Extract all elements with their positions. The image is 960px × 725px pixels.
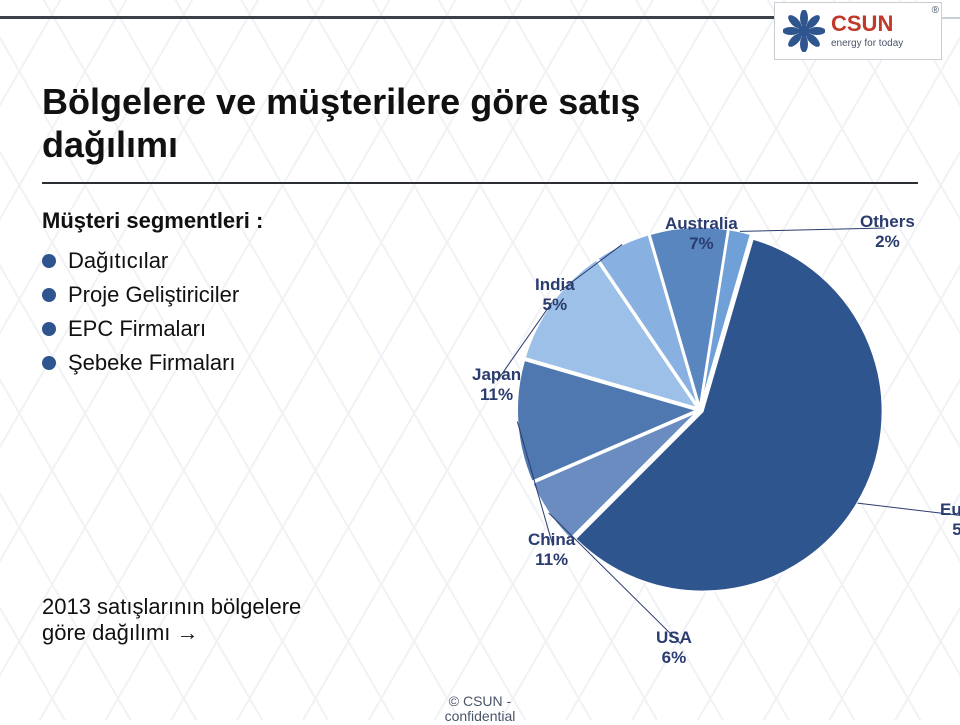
- segments-list: Dağıtıcılar Proje Geliştiriciler EPC Fir…: [42, 248, 402, 376]
- bottom-caption: 2013 satışlarının bölgelere göre dağılım…: [42, 594, 301, 646]
- segments-block: Müşteri segmentleri : Dağıtıcılar Proje …: [42, 208, 402, 384]
- brand-tagline: energy for today: [831, 39, 903, 49]
- registered-mark: ®: [932, 5, 939, 16]
- caption-line-2: göre dağılımı →: [42, 620, 199, 645]
- segment-label: Şebeke Firmaları: [68, 350, 236, 376]
- segment-label: Proje Geliştiriciler: [68, 282, 239, 308]
- title-line-1: Bölgelere ve müşterilere göre satış: [42, 81, 640, 122]
- brand-name: CSUN: [831, 13, 903, 35]
- pie-label-others: Others2%: [860, 212, 915, 251]
- segment-label: EPC Firmaları: [68, 316, 206, 342]
- footer-text: © CSUN -confidential: [445, 694, 516, 725]
- sun-icon: [783, 10, 825, 52]
- segment-item: EPC Firmaları: [42, 316, 402, 342]
- pie-label-usa: USA6%: [656, 628, 692, 667]
- caption-line-1: 2013 satışlarının bölgelere: [42, 594, 301, 619]
- pie-label-australia: Australia7%: [665, 214, 738, 253]
- footer: © CSUN -confidential: [0, 694, 960, 720]
- brand-logo: ® CSUN: [774, 2, 942, 60]
- segment-label: Dağıtıcılar: [68, 248, 168, 274]
- segment-item: Proje Geliştiriciler: [42, 282, 402, 308]
- pie-label-japan: Japan11%: [472, 365, 521, 404]
- segment-item: Şebeke Firmaları: [42, 350, 402, 376]
- pie-label-europe: Europe58%: [940, 500, 960, 539]
- segment-item: Dağıtıcılar: [42, 248, 402, 274]
- title-line-2: dağılımı: [42, 124, 178, 165]
- segments-heading: Müşteri segmentleri :: [42, 208, 402, 234]
- pie-chart: Others2%Europe58%USA6%China11%Japan11%In…: [400, 185, 960, 655]
- pie-label-india: India5%: [535, 275, 575, 314]
- header-rule-dark: [0, 16, 780, 19]
- page-title: Bölgelere ve müşterilere göre satış dağı…: [42, 80, 640, 166]
- pie-label-china: China11%: [528, 530, 575, 569]
- title-rule: [42, 182, 918, 184]
